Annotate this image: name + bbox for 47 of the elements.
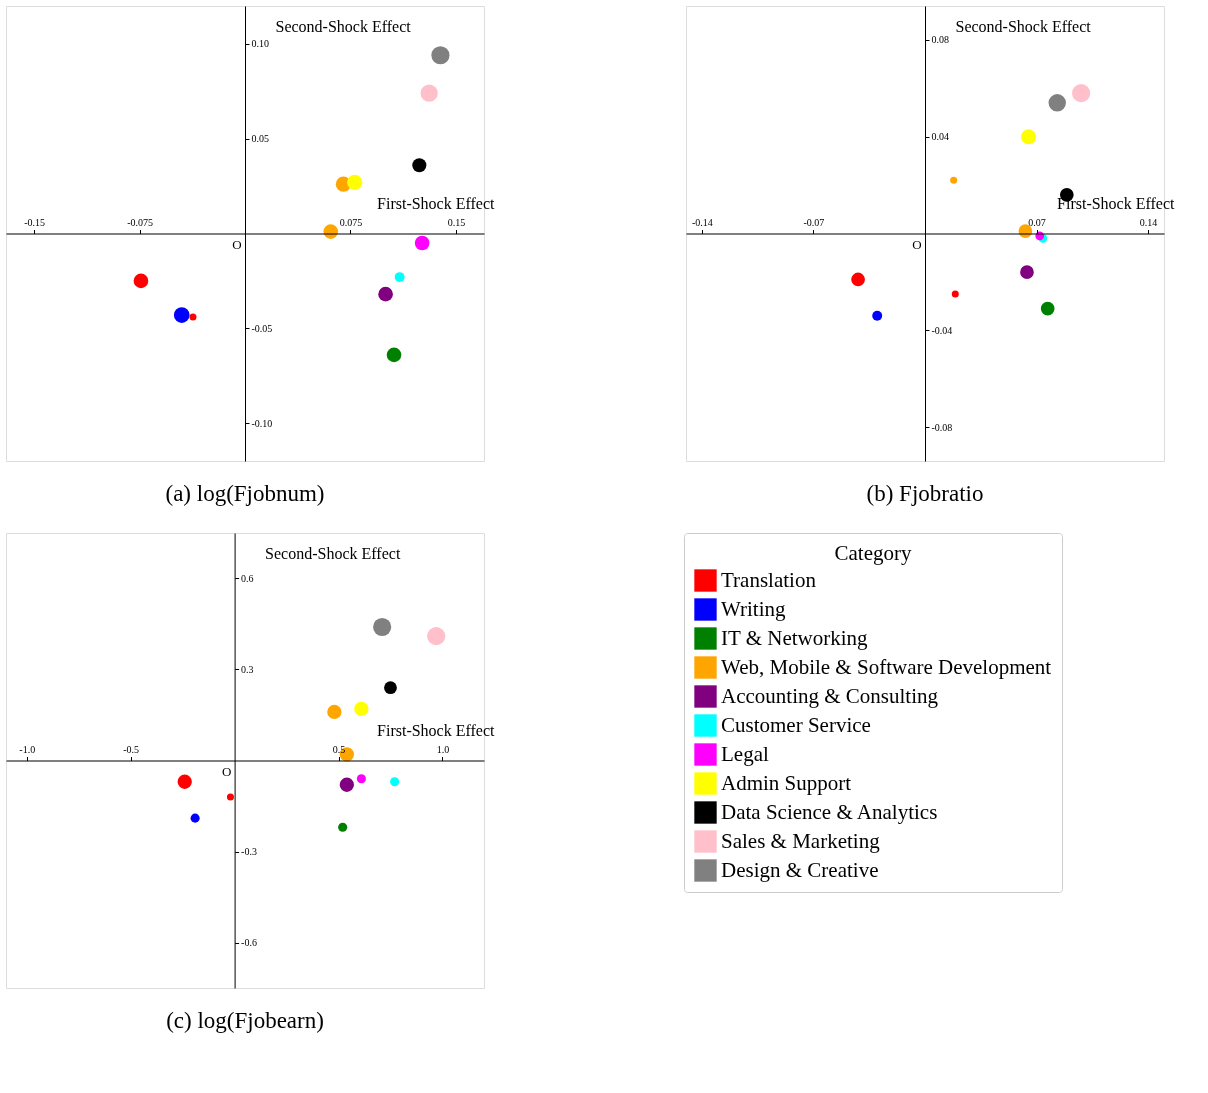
y-tick-label: -0.3 bbox=[241, 846, 257, 857]
legend-label: Data Science & Analytics bbox=[721, 799, 938, 824]
legend-title: Category bbox=[834, 541, 912, 565]
y-tick-label: 0.05 bbox=[251, 133, 269, 145]
x-tick-label: 0.075 bbox=[339, 217, 363, 228]
legend-label: Writing bbox=[721, 596, 786, 621]
y-tick-label: 0.6 bbox=[241, 573, 254, 584]
text: (c) log(Fjobearn) bbox=[166, 1008, 324, 1033]
y-tick-label: 0.08 bbox=[931, 34, 949, 46]
text: (a) log(Fjobnum) bbox=[165, 481, 325, 506]
legend-label: Translation bbox=[721, 567, 817, 592]
x-tick-label: -1.0 bbox=[19, 744, 36, 755]
y-tick-label: -0.6 bbox=[241, 937, 257, 948]
legend-label: IT & Networking bbox=[721, 625, 869, 650]
x-tick-label: -0.5 bbox=[123, 744, 140, 755]
legend-label: Web, Mobile & Software Development bbox=[721, 654, 1052, 679]
y-tick-label: -0.04 bbox=[931, 324, 953, 336]
annotation: O bbox=[912, 236, 922, 252]
y-axis-title: Second-Shock Effect bbox=[265, 544, 401, 562]
x-tick-label: 1.0 bbox=[436, 744, 450, 755]
x-tick-label: -0.075 bbox=[127, 217, 153, 228]
y-tick-label: 0.04 bbox=[931, 131, 949, 143]
x-axis-title: First-Shock Effect bbox=[377, 722, 496, 739]
y-tick-label: -0.10 bbox=[251, 417, 273, 429]
text: (b) Fjobratio bbox=[866, 481, 984, 506]
legend-label: Customer Service bbox=[721, 712, 871, 737]
legend-label: Design & Creative bbox=[721, 857, 879, 882]
y-axis-title: Second-Shock Effect bbox=[955, 17, 1092, 35]
x-tick-label: 0.15 bbox=[447, 217, 466, 228]
x-tick-label: 0.14 bbox=[1139, 217, 1158, 228]
annotation: O bbox=[221, 763, 232, 779]
y-tick-label: -0.05 bbox=[251, 322, 273, 334]
x-tick-label: -0.15 bbox=[24, 217, 46, 228]
x-tick-label: 0.07 bbox=[1028, 217, 1046, 228]
legend-label: Accounting & Consulting bbox=[721, 683, 939, 708]
y-tick-label: 0.3 bbox=[241, 664, 254, 675]
x-tick-label: -0.07 bbox=[803, 217, 825, 228]
y-tick-label: 0.10 bbox=[251, 38, 269, 50]
legend-label: Sales & Marketing bbox=[721, 828, 881, 853]
x-tick-label: 0.5 bbox=[332, 744, 346, 755]
x-tick-label: -0.14 bbox=[692, 217, 713, 228]
annotation: O bbox=[232, 236, 242, 252]
legend-label: Legal bbox=[721, 741, 769, 766]
y-axis-title: Second-Shock Effect bbox=[275, 17, 412, 35]
x-axis-title: First-Shock Effect bbox=[377, 195, 496, 212]
legend-label: Admin Support bbox=[721, 770, 852, 795]
y-tick-label: -0.08 bbox=[931, 421, 953, 433]
